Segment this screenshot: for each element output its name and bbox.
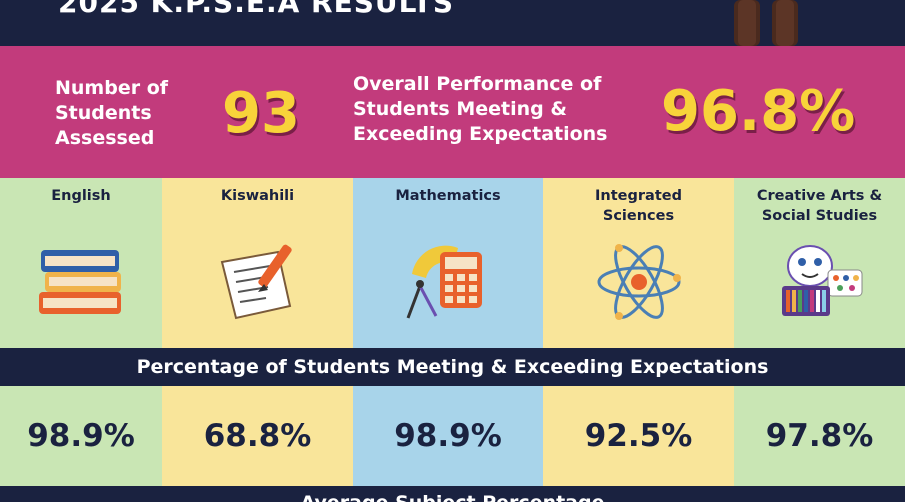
average-percentage-title: Average Subject Percentage [0, 492, 905, 502]
percent-creative-arts: 97.8% [734, 386, 905, 486]
percent-kiswahili: 68.8% [162, 386, 353, 486]
subject-mathematics: Mathematics [353, 178, 543, 348]
bottom-banner: Average Subject Percentage [0, 486, 905, 502]
results-title: 2025 K.P.S.E.A RESULTS [58, 0, 455, 19]
stats-band: Number of Students Assessed 93 Overall P… [0, 46, 905, 178]
students-assessed-label: Number of Students Assessed [55, 77, 169, 149]
overall-performance-label: Overall Performance of Students Meeting … [353, 73, 608, 145]
calculator-icon [406, 245, 482, 319]
subject-creative-arts-social-studies: Creative Arts & Social Studies [734, 178, 905, 348]
percent-section-header: Percentage of Students Meeting & Exceedi… [0, 348, 905, 386]
percent-mathematics: 98.9% [353, 386, 543, 486]
percent-row: 98.9% 68.8% 98.9% 92.5% 97.8% [0, 386, 905, 486]
top-banner: 2025 K.P.S.E.A RESULTS [0, 0, 905, 46]
subject-kiswahili: Kiswahili [162, 178, 353, 348]
percent-integrated-sciences: 92.5% [543, 386, 734, 486]
subject-name: Kiswahili [220, 188, 295, 204]
percent-english: 98.9% [0, 386, 162, 486]
subject-name: English [51, 188, 111, 204]
art-supplies-icon [781, 245, 862, 316]
atom-icon [597, 244, 681, 320]
subject-english: English [0, 178, 162, 348]
writing-icon [220, 244, 292, 320]
subjects-row: English Kiswahili Mathematics [0, 178, 905, 348]
subject-integrated-sciences: Integrated Sciences [543, 178, 734, 348]
subject-name: Mathematics [395, 188, 501, 204]
student-figure-icon [734, 0, 798, 46]
subject-name: Creative Arts & Social Studies [756, 188, 883, 224]
overall-performance-value: 96.8% [661, 79, 856, 144]
students-assessed-value: 93 [222, 81, 300, 146]
subject-name: Integrated Sciences [595, 188, 682, 224]
books-icon [39, 250, 121, 314]
